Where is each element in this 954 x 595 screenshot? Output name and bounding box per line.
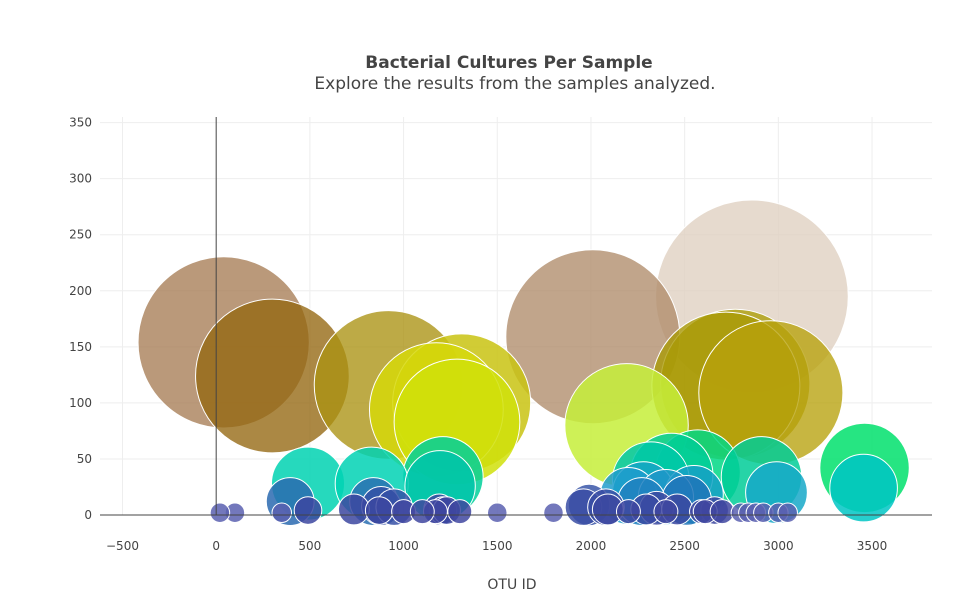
y-tick-label: 350 [69, 116, 92, 130]
x-tick-label: 2500 [669, 539, 700, 553]
y-tick-label: 200 [69, 284, 92, 298]
x-tick-label: 500 [298, 539, 321, 553]
bubble-point[interactable] [409, 499, 435, 525]
bubble-point[interactable] [543, 502, 564, 524]
bubble-point[interactable] [653, 499, 679, 525]
y-tick-label: 50 [77, 452, 92, 466]
x-tick-label: 3500 [857, 539, 888, 553]
x-axis-label: OTU ID [487, 577, 536, 593]
bubble-point[interactable] [293, 496, 323, 525]
bubble-point[interactable] [487, 502, 508, 524]
bubble-point[interactable] [271, 502, 293, 524]
bubble-layer[interactable] [137, 199, 910, 527]
y-tick-label: 300 [69, 172, 92, 186]
x-tick-label: 1500 [482, 539, 513, 553]
x-tick-label: 1000 [388, 539, 419, 553]
y-tick-label: 100 [69, 396, 92, 410]
x-tick-label: −500 [106, 539, 139, 553]
bubble-point[interactable] [829, 453, 898, 523]
y-tick-label: 0 [84, 508, 92, 522]
chart-subtitle: Explore the results from the samples ana… [314, 74, 715, 94]
bubble-point[interactable] [777, 502, 798, 524]
chart-title: Bacterial Cultures Per Sample [365, 53, 652, 73]
bubble-point[interactable] [337, 493, 370, 526]
x-tick-label: 3000 [763, 539, 794, 553]
axes: −500 0 500 1000 1500 2000 2500 3000 3500 0 50 100 15… [69, 116, 932, 553]
y-tick-label: 150 [69, 340, 92, 354]
bubble-point[interactable] [364, 496, 394, 525]
bubble-point[interactable] [447, 499, 473, 525]
y-tick-label: 250 [69, 228, 92, 242]
x-tick-label: 2000 [576, 539, 607, 553]
bubble-point[interactable] [209, 502, 231, 524]
x-tick-label: 0 [212, 539, 220, 553]
bubble-point[interactable] [615, 499, 641, 525]
bubble-point[interactable] [709, 499, 735, 525]
